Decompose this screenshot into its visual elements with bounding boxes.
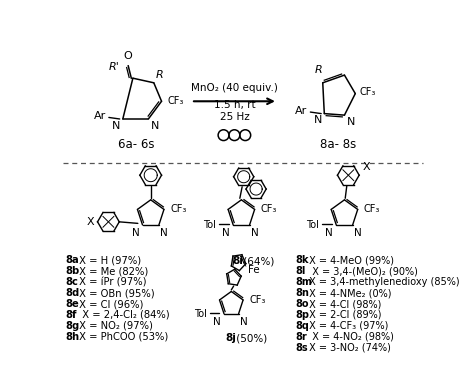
Text: 8n: 8n xyxy=(296,288,310,298)
Text: X = OBn (95%): X = OBn (95%) xyxy=(76,288,155,298)
Text: N: N xyxy=(314,115,322,125)
Text: X = 4-NMe₂ (0%): X = 4-NMe₂ (0%) xyxy=(307,288,392,298)
Text: 8e: 8e xyxy=(65,299,79,309)
Text: X = 4-MeO (99%): X = 4-MeO (99%) xyxy=(307,255,394,265)
Text: Tol: Tol xyxy=(306,220,319,230)
Text: CF₃: CF₃ xyxy=(168,96,184,106)
Text: 8h: 8h xyxy=(65,332,80,342)
Text: (50%): (50%) xyxy=(233,333,267,343)
Text: MnO₂ (40 equiv.): MnO₂ (40 equiv.) xyxy=(191,83,278,93)
Text: 6a- 6s: 6a- 6s xyxy=(118,138,155,151)
Text: CF₃: CF₃ xyxy=(261,204,277,214)
Text: N: N xyxy=(161,228,168,238)
Text: Ar: Ar xyxy=(93,111,106,121)
Text: 8s: 8s xyxy=(296,343,308,353)
Text: 1.5 h, rt: 1.5 h, rt xyxy=(214,100,255,110)
Text: X = Cl (96%): X = Cl (96%) xyxy=(76,299,144,309)
Text: X = NO₂ (97%): X = NO₂ (97%) xyxy=(76,321,153,331)
Text: X = 3,4-methylenedioxy (85%): X = 3,4-methylenedioxy (85%) xyxy=(307,277,460,287)
Text: N: N xyxy=(354,228,362,238)
Text: 25 Hz: 25 Hz xyxy=(219,112,249,123)
Text: X = 4-Cl (98%): X = 4-Cl (98%) xyxy=(307,299,382,309)
Text: N: N xyxy=(151,121,159,131)
Text: N: N xyxy=(240,317,248,327)
Text: Ar: Ar xyxy=(295,105,307,115)
Text: 8j: 8j xyxy=(225,333,236,343)
Text: X = 2-Cl (89%): X = 2-Cl (89%) xyxy=(307,310,382,320)
Text: X = 3-NO₂ (74%): X = 3-NO₂ (74%) xyxy=(307,343,392,353)
Text: 8a: 8a xyxy=(65,255,79,265)
Text: 8b: 8b xyxy=(65,266,80,276)
Text: X = PhCOO (53%): X = PhCOO (53%) xyxy=(76,332,169,342)
Text: X = 4-NO₂ (98%): X = 4-NO₂ (98%) xyxy=(307,332,394,342)
Text: X: X xyxy=(362,162,370,173)
Text: X = H (97%): X = H (97%) xyxy=(76,255,141,265)
Text: CF₃: CF₃ xyxy=(360,87,376,97)
Text: 8p: 8p xyxy=(296,310,310,320)
Text: 8g: 8g xyxy=(65,321,80,331)
Text: CF₃: CF₃ xyxy=(170,204,187,214)
Text: R: R xyxy=(315,65,323,75)
Text: 8o: 8o xyxy=(296,299,309,309)
Text: CF₃: CF₃ xyxy=(364,204,380,214)
Text: 8a- 8s: 8a- 8s xyxy=(320,138,356,151)
Text: 8k: 8k xyxy=(296,255,309,265)
Text: X = Me (82%): X = Me (82%) xyxy=(76,266,148,276)
Text: O: O xyxy=(123,51,132,61)
Text: 8c: 8c xyxy=(65,277,78,287)
Text: N: N xyxy=(347,117,355,127)
Text: N: N xyxy=(325,228,333,238)
Text: X: X xyxy=(87,217,94,227)
Text: X = 4-CF₃ (97%): X = 4-CF₃ (97%) xyxy=(307,321,389,331)
Text: Tol: Tol xyxy=(194,309,207,319)
Text: X = 2,4-Cl₂ (84%): X = 2,4-Cl₂ (84%) xyxy=(76,310,170,320)
Text: CF₃: CF₃ xyxy=(249,295,265,305)
Text: 8r: 8r xyxy=(296,332,307,342)
Text: X = 3,4-(MeO)₂ (90%): X = 3,4-(MeO)₂ (90%) xyxy=(307,266,419,276)
Text: N: N xyxy=(251,228,259,238)
Text: R': R' xyxy=(109,62,119,73)
Text: Tol: Tol xyxy=(203,220,216,230)
Text: 8l: 8l xyxy=(296,266,306,276)
Text: X = íPr (97%): X = íPr (97%) xyxy=(76,277,147,287)
Text: 8f: 8f xyxy=(65,310,77,320)
Text: 8m: 8m xyxy=(296,277,312,287)
Text: N: N xyxy=(213,317,221,327)
Text: 8i: 8i xyxy=(232,256,243,266)
Text: N: N xyxy=(222,228,230,238)
Text: 8q: 8q xyxy=(296,321,310,331)
Text: N: N xyxy=(112,121,120,131)
Text: N: N xyxy=(132,228,139,238)
Text: (64%): (64%) xyxy=(240,256,274,266)
Text: Fe: Fe xyxy=(247,265,259,275)
Text: 8d: 8d xyxy=(65,288,80,298)
Text: R: R xyxy=(156,70,164,80)
